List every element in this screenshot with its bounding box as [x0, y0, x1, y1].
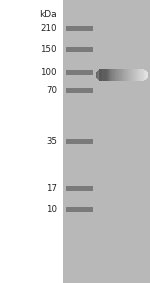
FancyBboxPatch shape	[99, 69, 100, 81]
FancyBboxPatch shape	[126, 69, 128, 81]
FancyBboxPatch shape	[132, 69, 134, 81]
FancyBboxPatch shape	[112, 69, 114, 81]
FancyBboxPatch shape	[117, 69, 118, 81]
FancyBboxPatch shape	[121, 69, 122, 81]
FancyBboxPatch shape	[66, 47, 93, 52]
FancyBboxPatch shape	[100, 69, 102, 81]
FancyBboxPatch shape	[124, 69, 126, 81]
FancyBboxPatch shape	[136, 69, 137, 81]
FancyBboxPatch shape	[127, 69, 128, 81]
FancyBboxPatch shape	[105, 69, 107, 81]
FancyBboxPatch shape	[119, 69, 121, 81]
FancyBboxPatch shape	[128, 69, 129, 81]
FancyBboxPatch shape	[66, 207, 93, 212]
FancyBboxPatch shape	[134, 69, 135, 81]
FancyBboxPatch shape	[114, 69, 116, 81]
Text: kDa: kDa	[39, 10, 57, 19]
FancyBboxPatch shape	[138, 69, 139, 81]
FancyBboxPatch shape	[118, 69, 120, 81]
Text: 35: 35	[46, 137, 57, 146]
FancyBboxPatch shape	[145, 71, 147, 79]
FancyBboxPatch shape	[63, 0, 150, 283]
FancyBboxPatch shape	[102, 69, 103, 81]
FancyBboxPatch shape	[66, 139, 93, 144]
Text: 70: 70	[46, 86, 57, 95]
FancyBboxPatch shape	[66, 88, 93, 93]
FancyBboxPatch shape	[104, 69, 105, 81]
Text: 10: 10	[46, 205, 57, 214]
FancyBboxPatch shape	[109, 69, 110, 81]
FancyBboxPatch shape	[124, 69, 125, 81]
FancyBboxPatch shape	[133, 69, 134, 81]
FancyBboxPatch shape	[107, 69, 109, 81]
FancyBboxPatch shape	[110, 69, 111, 81]
FancyBboxPatch shape	[115, 69, 116, 81]
FancyBboxPatch shape	[143, 69, 144, 81]
FancyBboxPatch shape	[125, 69, 127, 81]
FancyBboxPatch shape	[118, 69, 119, 81]
FancyBboxPatch shape	[141, 69, 142, 81]
FancyBboxPatch shape	[147, 72, 148, 78]
FancyBboxPatch shape	[120, 69, 122, 81]
Text: 210: 210	[40, 24, 57, 33]
FancyBboxPatch shape	[139, 69, 141, 81]
FancyBboxPatch shape	[99, 69, 101, 81]
FancyBboxPatch shape	[142, 69, 143, 81]
FancyBboxPatch shape	[96, 72, 97, 78]
FancyBboxPatch shape	[103, 69, 104, 81]
FancyBboxPatch shape	[130, 69, 131, 81]
FancyBboxPatch shape	[135, 69, 136, 81]
FancyBboxPatch shape	[101, 69, 102, 81]
FancyBboxPatch shape	[122, 69, 123, 81]
FancyBboxPatch shape	[116, 69, 117, 81]
FancyBboxPatch shape	[105, 69, 106, 81]
Text: 100: 100	[40, 68, 57, 77]
Text: 17: 17	[46, 184, 57, 193]
Text: 150: 150	[40, 45, 57, 54]
FancyBboxPatch shape	[129, 69, 130, 81]
FancyBboxPatch shape	[144, 70, 145, 80]
FancyBboxPatch shape	[144, 70, 146, 80]
FancyBboxPatch shape	[131, 69, 133, 81]
FancyBboxPatch shape	[66, 70, 93, 75]
FancyBboxPatch shape	[66, 26, 93, 31]
FancyBboxPatch shape	[106, 69, 108, 81]
FancyBboxPatch shape	[138, 69, 140, 81]
FancyBboxPatch shape	[108, 69, 109, 81]
FancyBboxPatch shape	[146, 71, 147, 79]
FancyBboxPatch shape	[140, 69, 141, 81]
FancyBboxPatch shape	[137, 69, 138, 81]
FancyBboxPatch shape	[123, 69, 124, 81]
FancyBboxPatch shape	[97, 71, 98, 79]
FancyBboxPatch shape	[98, 70, 99, 80]
FancyBboxPatch shape	[131, 69, 132, 81]
FancyBboxPatch shape	[113, 69, 115, 81]
FancyBboxPatch shape	[66, 186, 93, 191]
FancyBboxPatch shape	[111, 69, 112, 81]
FancyBboxPatch shape	[112, 69, 113, 81]
